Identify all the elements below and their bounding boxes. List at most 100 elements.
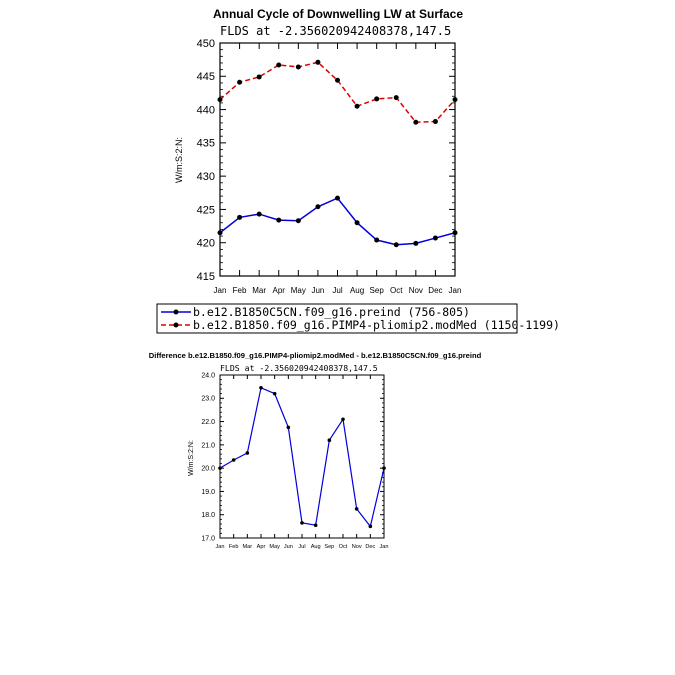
data-point (327, 438, 332, 443)
data-point (374, 237, 380, 243)
series-group (217, 59, 458, 248)
data-point (382, 466, 386, 470)
data-point (218, 466, 222, 470)
x-tick-label: Feb (229, 544, 239, 550)
chart-subtitle: FLDS at -2.356020942408378,147.5 (220, 363, 378, 373)
chart-annual-cycle: Annual Cycle of Downwelling LW at Surfac… (174, 7, 463, 295)
y-axis-ticks: 415 420 425 430 435 440 445 450 (197, 38, 455, 283)
data-point (393, 95, 399, 101)
data-point (413, 119, 419, 125)
series-group (218, 386, 386, 529)
data-point (341, 417, 345, 422)
data-point (335, 195, 340, 201)
x-tick-label: Jun (311, 286, 324, 295)
x-tick-label: Jul (298, 544, 305, 550)
x-tick-label: Jan (379, 544, 388, 550)
data-point (245, 451, 250, 455)
y-axis-label: W/m:S:2:N: (174, 137, 184, 183)
data-point (276, 217, 282, 223)
y-tick-label: 22.0 (201, 419, 215, 426)
data-point (315, 204, 321, 210)
data-point (313, 523, 318, 527)
x-tick-label: Feb (233, 286, 247, 295)
y-tick-label: 420 (197, 238, 215, 250)
x-tick-label: Dec (365, 544, 375, 550)
x-tick-label: Mar (252, 286, 266, 295)
y-tick-label: 430 (197, 171, 215, 183)
series-line (219, 386, 385, 528)
chart-title: Annual Cycle of Downwelling LW at Surfac… (213, 7, 463, 21)
x-tick-label: Aug (350, 286, 364, 295)
legend-marker-preind (173, 309, 179, 315)
y-tick-label: 435 (197, 138, 215, 150)
data-point (432, 119, 438, 125)
y-tick-label: 425 (197, 204, 215, 216)
data-point (259, 386, 263, 390)
data-point (368, 524, 373, 529)
data-point (295, 218, 301, 224)
data-point (354, 507, 359, 511)
y-tick-label: 17.0 (201, 535, 215, 542)
series-line (219, 197, 456, 246)
chart-subtitle: FLDS at -2.356020942408378,147.5 (220, 24, 451, 38)
data-point (217, 97, 223, 103)
data-point (237, 79, 243, 85)
data-point (256, 74, 262, 80)
x-tick-label: May (269, 544, 280, 550)
data-point (452, 230, 458, 236)
data-point (256, 211, 262, 217)
y-tick-label: 450 (197, 38, 215, 50)
data-point (217, 230, 223, 236)
x-tick-label: May (291, 286, 306, 295)
x-tick-label: Oct (390, 286, 403, 295)
x-tick-label: Jul (332, 286, 342, 295)
legend-label-preind: b.e12.B1850C5CN.f09_g16.preind (756-805) (193, 305, 470, 319)
plot-frame (219, 374, 385, 539)
data-point (276, 62, 282, 68)
y-tick-label: 415 (197, 271, 215, 283)
data-point (374, 96, 380, 102)
data-point (354, 220, 360, 226)
chart-difference: Difference b.e12.B1850.f09_g16.PIMP4-pli… (149, 351, 482, 550)
data-point (413, 240, 419, 246)
data-point (393, 242, 399, 248)
legend-marker-pliomip (173, 322, 179, 328)
x-tick-label: Mar (243, 544, 253, 550)
data-point (452, 97, 458, 103)
data-point (335, 77, 340, 83)
series-line (219, 61, 456, 123)
chart-title: Difference b.e12.B1850.f09_g16.PIMP4-pli… (149, 351, 482, 360)
legend: b.e12.B1850C5CN.f09_g16.preind (756-805)… (156, 303, 560, 334)
x-tick-label: Dec (428, 286, 442, 295)
y-tick-label: 23.0 (201, 396, 215, 403)
y-tick-label: 440 (197, 104, 215, 116)
legend-box (156, 303, 518, 334)
y-tick-label: 24.0 (201, 372, 215, 379)
y-tick-label: 21.0 (201, 442, 215, 449)
x-tick-label: Sep (370, 286, 385, 295)
data-point (354, 103, 360, 109)
x-axis-ticks: Jan Feb Mar Apr May Jun Jul Aug Sep Oct Nov Dec Jan (215, 375, 389, 550)
data-point (272, 391, 277, 396)
x-tick-label: Apr (257, 544, 266, 550)
x-tick-label: Sep (324, 544, 334, 550)
data-point (295, 64, 301, 70)
data-point (300, 521, 304, 525)
data-point (231, 458, 236, 462)
y-tick-label: 19.0 (201, 489, 215, 496)
y-tick-label: 445 (197, 71, 215, 83)
y-tick-label: 20.0 (201, 466, 215, 473)
data-point (237, 214, 243, 220)
data-point (286, 425, 291, 430)
x-tick-label: Nov (352, 544, 362, 550)
data-point (432, 235, 438, 241)
y-axis-label: W/m:S:2:N: (188, 440, 195, 476)
x-tick-label: Oct (339, 544, 348, 550)
x-tick-label: Jun (284, 544, 293, 550)
x-tick-label: Jan (214, 286, 227, 295)
x-tick-label: Apr (273, 286, 286, 295)
x-tick-label: Jan (215, 544, 224, 550)
x-axis-ticks: Jan Feb Mar Apr May Jun Jul Aug Sep Oct Nov Dec Jan (214, 43, 461, 295)
data-point (315, 59, 321, 65)
